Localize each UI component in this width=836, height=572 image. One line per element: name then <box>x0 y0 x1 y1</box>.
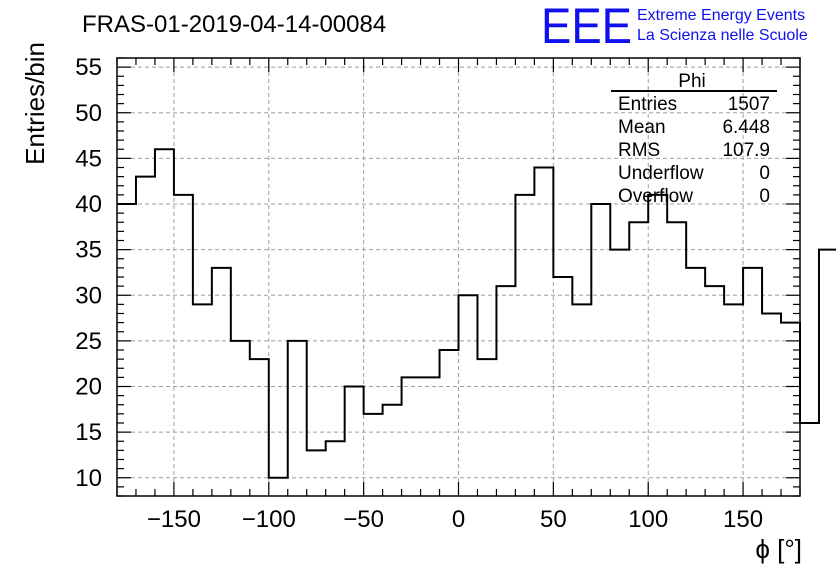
logo-line-1: Extreme Energy Events <box>637 7 805 24</box>
stats-label-entries: Entries <box>618 94 677 115</box>
histogram-outline <box>117 148 836 479</box>
y-tick-label: 50 <box>75 100 102 127</box>
histogram-bin <box>496 286 515 496</box>
y-tick-labels: 10 15 20 25 30 35 40 45 50 55 <box>75 54 102 492</box>
histogram-bin <box>762 314 781 497</box>
histogram-bin <box>193 304 212 496</box>
histogram-bin <box>610 250 629 496</box>
x-tick-label: 100 <box>628 506 668 533</box>
histogram-bin <box>743 268 762 496</box>
histogram-bin <box>231 341 250 496</box>
stats-label-rms: RMS <box>618 140 660 161</box>
eee-logo: EEE Extreme Energy Events La Scienza nel… <box>541 0 808 54</box>
x-tick-label: 0 <box>452 506 465 533</box>
axis-ticks <box>116 57 801 497</box>
histogram-bin <box>288 341 307 496</box>
histogram-series <box>117 148 836 497</box>
y-tick-label: 35 <box>75 237 102 264</box>
chart-title: FRAS-01-2019-04-14-00084 <box>82 11 386 38</box>
histogram-bin <box>155 149 174 496</box>
x-tick-label: 50 <box>540 506 567 533</box>
histogram-bin <box>553 277 572 496</box>
histogram-bin <box>800 423 819 496</box>
y-tick-label: 20 <box>75 374 102 401</box>
y-axis-label: Entries/bin <box>20 42 50 165</box>
x-tick-label: −100 <box>242 506 296 533</box>
histogram-bin <box>174 195 193 496</box>
histogram-bin <box>477 359 496 496</box>
histogram-bin <box>269 478 288 496</box>
stats-value-underflow: 0 <box>759 163 770 184</box>
histogram-bin <box>515 195 534 496</box>
histogram-bin <box>364 414 383 496</box>
histogram-bin <box>781 323 800 496</box>
x-tick-label: −150 <box>147 506 201 533</box>
histogram-bin <box>136 177 155 496</box>
stats-name: Phi <box>678 71 705 92</box>
histogram-bin <box>629 222 648 496</box>
histogram-bin <box>345 387 364 497</box>
x-axis-label: ϕ [°] <box>755 534 802 564</box>
y-tick-label: 45 <box>75 145 102 172</box>
stats-label-mean: Mean <box>618 117 666 138</box>
x-tick-labels: −150 −100 −50 0 50 100 150 <box>147 506 763 533</box>
histogram-bin <box>250 359 269 496</box>
histogram-bin <box>421 377 440 496</box>
histogram-bin <box>572 304 591 496</box>
stats-value-mean: 6.448 <box>722 117 770 138</box>
histogram-bin <box>819 250 836 496</box>
x-tick-label: −50 <box>343 506 384 533</box>
x-tick-label: 150 <box>723 506 763 533</box>
stats-label-underflow: Underflow <box>618 163 704 184</box>
stats-label-overflow: Overflow <box>618 186 693 207</box>
histogram-bin <box>724 304 743 496</box>
logo-line-2: La Scienza nelle Scuole <box>637 27 808 44</box>
histogram-bin <box>686 268 705 496</box>
histogram-bin <box>591 204 610 496</box>
stats-box: Phi Entries 1507 Mean 6.448 RMS 107.9 Un… <box>611 71 777 207</box>
histogram-bin <box>648 195 667 496</box>
y-tick-label: 25 <box>75 328 102 355</box>
histogram-bin <box>667 222 686 496</box>
histogram-bin <box>212 268 231 496</box>
histogram-bin <box>402 377 421 496</box>
histogram-bin <box>326 441 345 496</box>
histogram-bin <box>440 350 459 496</box>
histogram-bin <box>459 295 478 496</box>
histogram-bin <box>534 168 553 497</box>
stats-value-entries: 1507 <box>728 94 770 115</box>
y-tick-label: 55 <box>75 54 102 81</box>
histogram-bin <box>307 450 326 496</box>
y-tick-label: 10 <box>75 465 102 492</box>
logo-mark: EEE <box>541 0 632 54</box>
stats-value-overflow: 0 <box>759 186 770 207</box>
y-tick-label: 30 <box>75 282 102 309</box>
y-tick-label: 40 <box>75 191 102 218</box>
histogram-bin <box>383 405 402 496</box>
stats-value-rms: 107.9 <box>722 140 770 161</box>
histogram-bin <box>705 286 724 496</box>
y-tick-label: 15 <box>75 419 102 446</box>
